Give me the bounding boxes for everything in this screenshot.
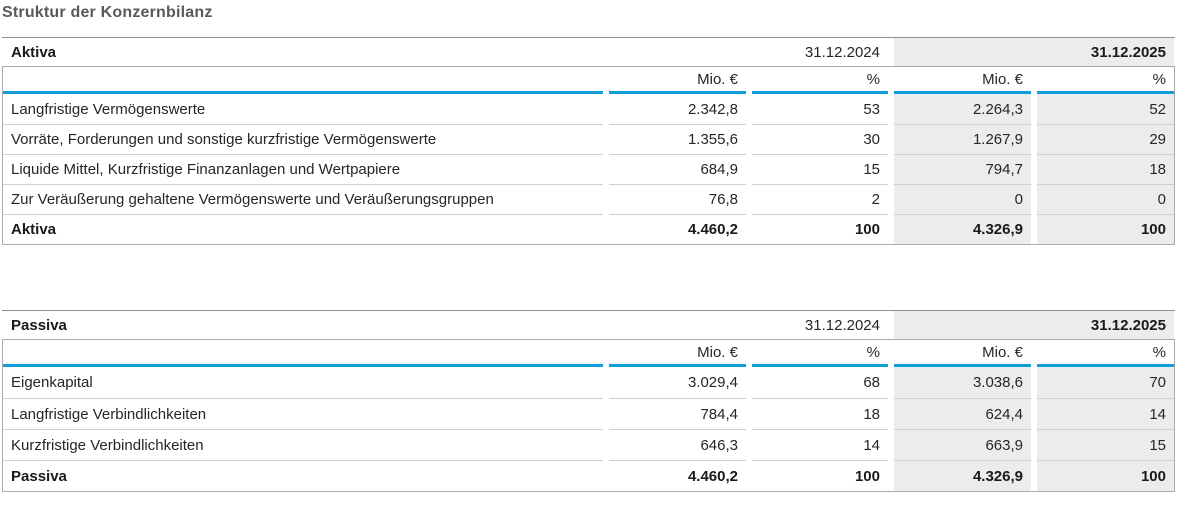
value-mio-curr: 3.038,6 xyxy=(894,367,1031,398)
value-mio-curr: 2.264,3 xyxy=(894,94,1031,124)
total-mio-prev: 4.460,2 xyxy=(609,214,746,244)
unit-header-mio-curr: Mio. € xyxy=(894,340,1031,367)
percent-header-prev: % xyxy=(752,67,888,94)
value-mio-prev: 2.342,8 xyxy=(687,100,738,118)
table-header-row: Passiva 31.12.2024 31.12.2025 xyxy=(2,311,1175,339)
table-body-box: Mio. € % Mio. € % Eigenkapital 3.029,4 6… xyxy=(2,339,1175,492)
table-row: Eigenkapital 3.029,4 68 3.038,6 70 xyxy=(3,367,1174,398)
row-label: Zur Veräußerung gehaltene Vermögenswerte… xyxy=(3,184,603,214)
total-mio-curr: 4.326,9 xyxy=(894,214,1031,244)
total-pct-prev: 100 xyxy=(752,460,888,491)
value-mio-curr: 0 xyxy=(894,184,1031,214)
balance-table-aktiva: Aktiva 31.12.2024 31.12.2025 Mio. € % Mi… xyxy=(2,37,1175,245)
row-label: Kurzfristige Verbindlichkeiten xyxy=(3,429,603,460)
total-mio-prev: 4.460,2 xyxy=(609,460,746,491)
table-row: Liquide Mittel, Kurzfristige Finanzanlag… xyxy=(3,154,1174,184)
page-title: Struktur der Konzernbilanz xyxy=(2,4,213,21)
value-pct-prev: 18 xyxy=(752,398,888,429)
subheader-spacer xyxy=(3,67,603,94)
total-label: Aktiva xyxy=(3,214,603,244)
percent-header-curr: % xyxy=(1037,67,1174,94)
value-pct-curr: 52 xyxy=(1037,94,1174,124)
table-name: Passiva xyxy=(11,316,67,334)
value-mio-curr: 1.267,9 xyxy=(894,124,1031,154)
subheader-row: Mio. € % Mio. € % xyxy=(3,67,1174,94)
row-label: Liquide Mittel, Kurzfristige Finanzanlag… xyxy=(3,154,603,184)
table-row: Kurzfristige Verbindlichkeiten 646,3 14 … xyxy=(3,429,1174,460)
total-row: Aktiva 4.460,2 100 4.326,9 100 xyxy=(3,214,1174,244)
total-pct-curr: 100 xyxy=(1037,214,1174,244)
percent-header-curr: % xyxy=(1037,340,1174,367)
table-header-row: Aktiva 31.12.2024 31.12.2025 xyxy=(2,38,1175,66)
value-mio-prev: 784,4 xyxy=(609,398,746,429)
value-mio-prev: 646,3 xyxy=(609,429,746,460)
value-mio-prev: 76,8 xyxy=(609,184,746,214)
row-label: Langfristige Vermögenswerte xyxy=(11,100,206,118)
value-mio-prev: 684,9 xyxy=(609,154,746,184)
value-mio-curr: 624,4 xyxy=(894,398,1031,429)
total-pct-prev: 100 xyxy=(752,214,888,244)
value-pct-prev: 2 xyxy=(752,184,888,214)
value-pct-prev: 15 xyxy=(752,154,888,184)
value-pct-curr: 0 xyxy=(1037,184,1174,214)
table-name: Aktiva xyxy=(11,43,57,61)
date-header-prev: 31.12.2024 xyxy=(804,43,880,61)
date-header-curr: 31.12.2025 xyxy=(894,38,1174,66)
table-row: Zur Veräußerung gehaltene Vermögenswerte… xyxy=(3,184,1174,214)
value-pct-curr: 29 xyxy=(1037,124,1174,154)
value-mio-curr: 794,7 xyxy=(894,154,1031,184)
date-header-prev: 31.12.2024 xyxy=(804,316,880,334)
table-row: Vorräte, Forderungen und sonstige kurzfr… xyxy=(3,124,1174,154)
value-mio-prev: 1.355,6 xyxy=(609,124,746,154)
subheader-row: Mio. € % Mio. € % xyxy=(3,340,1174,367)
total-label: Passiva xyxy=(3,460,603,491)
table-body-box: Mio. € % Mio. € % Langfristige Vermögens… xyxy=(2,66,1175,245)
row-label: Vorräte, Forderungen und sonstige kurzfr… xyxy=(3,124,603,154)
value-pct-curr: 70 xyxy=(1037,367,1174,398)
table-row: Langfristige Verbindlichkeiten 784,4 18 … xyxy=(3,398,1174,429)
unit-header-mio-prev: Mio. € xyxy=(609,340,746,367)
unit-header-mio-curr: Mio. € xyxy=(894,67,1031,94)
row-label: Eigenkapital xyxy=(11,374,93,391)
total-mio-curr: 4.326,9 xyxy=(894,460,1031,491)
row-label: Langfristige Verbindlichkeiten xyxy=(3,398,603,429)
unit-header-mio-prev: Mio. € xyxy=(609,67,746,94)
value-pct-prev: 53 xyxy=(863,100,880,118)
value-pct-curr: 15 xyxy=(1037,429,1174,460)
total-row: Passiva 4.460,2 100 4.326,9 100 xyxy=(3,460,1174,491)
value-pct-curr: 18 xyxy=(1037,154,1174,184)
percent-header-prev: % xyxy=(752,340,888,367)
subheader-spacer xyxy=(3,340,603,367)
value-pct-curr: 14 xyxy=(1037,398,1174,429)
balance-table-passiva: Passiva 31.12.2024 31.12.2025 Mio. € % M… xyxy=(2,310,1175,492)
value-pct-prev: 68 xyxy=(863,374,880,391)
value-pct-prev: 30 xyxy=(752,124,888,154)
table-row: Langfristige Vermögenswerte 2.342,8 53 2… xyxy=(3,94,1174,124)
total-pct-curr: 100 xyxy=(1037,460,1174,491)
value-mio-curr: 663,9 xyxy=(894,429,1031,460)
value-mio-prev: 3.029,4 xyxy=(687,374,738,391)
value-pct-prev: 14 xyxy=(752,429,888,460)
date-header-curr: 31.12.2025 xyxy=(894,311,1174,339)
